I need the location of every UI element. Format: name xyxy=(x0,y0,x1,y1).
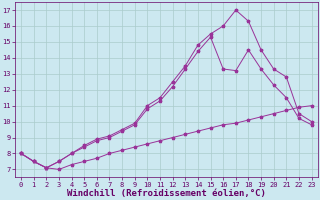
X-axis label: Windchill (Refroidissement éolien,°C): Windchill (Refroidissement éolien,°C) xyxy=(67,189,266,198)
